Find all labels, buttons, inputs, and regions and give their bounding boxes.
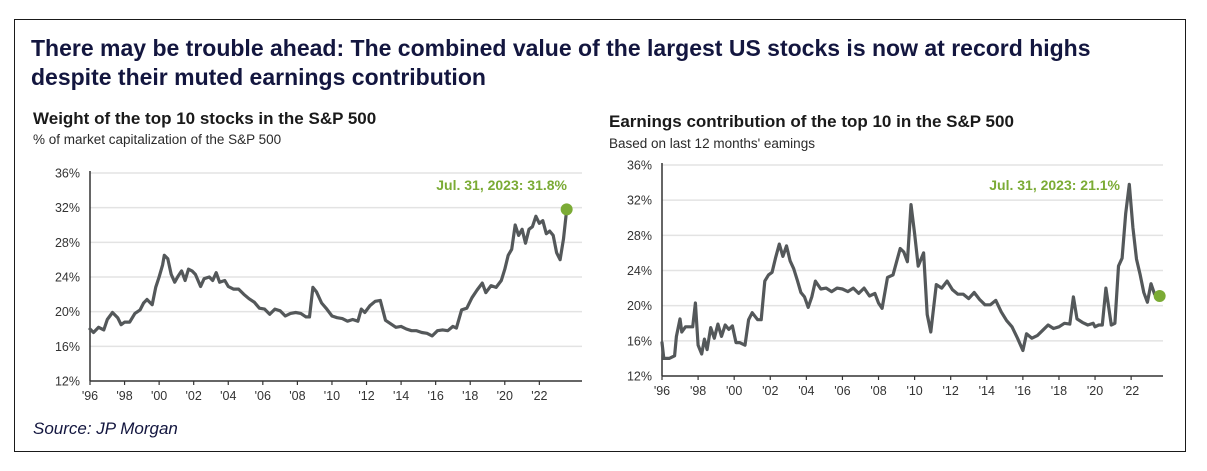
series-line	[88, 207, 569, 338]
left-chart: 12% 16% 20% 24% 28% 32% 36% '96 '98 '00 '02 '04 '06 '…	[55, 167, 582, 403]
highlight-point	[560, 203, 573, 216]
source-note: Source: JP Morgan	[33, 419, 178, 438]
x-tick-label: '10	[906, 384, 922, 398]
x-tick-label: '96	[82, 389, 98, 403]
y-tick-label: 36%	[55, 167, 80, 181]
x-tick-label: '22	[1123, 384, 1139, 398]
y-tick-label: 32%	[55, 201, 80, 215]
x-tick-label: '02	[186, 389, 202, 403]
y-tick-label: 24%	[627, 264, 652, 278]
y-tick-label: 16%	[55, 340, 80, 354]
y-tick-label: 28%	[627, 229, 652, 243]
x-tick-label: '20	[497, 389, 513, 403]
series-line	[660, 182, 1162, 360]
x-tick-label: '00	[726, 384, 742, 398]
y-tick-label: 32%	[627, 194, 652, 208]
annotation-label: Jul. 31, 2023: 21.1%	[989, 177, 1120, 193]
y-tick-label: 28%	[55, 236, 80, 250]
y-tick-label: 24%	[55, 271, 80, 285]
x-tick-label: '16	[1015, 384, 1031, 398]
left-chart-title: Weight of the top 10 stocks in the S&P 5…	[33, 109, 377, 128]
right-chart-title: Earnings contribution of the top 10 in t…	[609, 112, 1014, 131]
y-tick-label: 16%	[627, 334, 652, 348]
x-tick-label: '08	[289, 389, 305, 403]
y-tick-label: 20%	[55, 305, 80, 319]
x-tick-label: '12	[943, 384, 959, 398]
x-tick-label: '06	[834, 384, 850, 398]
x-tick-label: '20	[1087, 384, 1103, 398]
y-tick-label: 12%	[627, 370, 652, 384]
right-chart: 12% 16% 20% 24% 28% 32% 36% '96 '98 '00 '02 '04 '06 '…	[627, 159, 1166, 398]
x-tick-label: '96	[654, 384, 670, 398]
x-tick-label: '02	[762, 384, 778, 398]
y-tick-label: 12%	[55, 375, 80, 389]
y-tick-label: 36%	[627, 159, 652, 173]
annotation-label: Jul. 31, 2023: 31.8%	[436, 177, 567, 193]
x-tick-label: '12	[358, 389, 374, 403]
x-tick-label: '14	[393, 389, 409, 403]
highlight-point	[1153, 289, 1166, 302]
x-tick-label: '18	[462, 389, 478, 403]
headline: There may be trouble ahead: The combined…	[31, 35, 1091, 90]
left-chart-subtitle: % of market capitalization of the S&P 50…	[33, 132, 282, 147]
x-tick-label: '22	[531, 389, 547, 403]
x-tick-label: '04	[220, 389, 236, 403]
figure-frame	[14, 19, 1186, 452]
x-tick-label: '06	[255, 389, 271, 403]
y-tick-label: 20%	[627, 299, 652, 313]
x-tick-label: '10	[324, 389, 340, 403]
x-tick-label: '04	[798, 384, 814, 398]
x-tick-label: '14	[979, 384, 995, 398]
right-chart-subtitle: Based on last 12 months' eamings	[609, 136, 815, 151]
x-tick-label: '98	[116, 389, 132, 403]
x-tick-label: '08	[870, 384, 886, 398]
x-tick-label: '00	[151, 389, 167, 403]
x-tick-label: '98	[690, 384, 706, 398]
x-tick-label: '18	[1051, 384, 1067, 398]
x-tick-label: '16	[428, 389, 444, 403]
